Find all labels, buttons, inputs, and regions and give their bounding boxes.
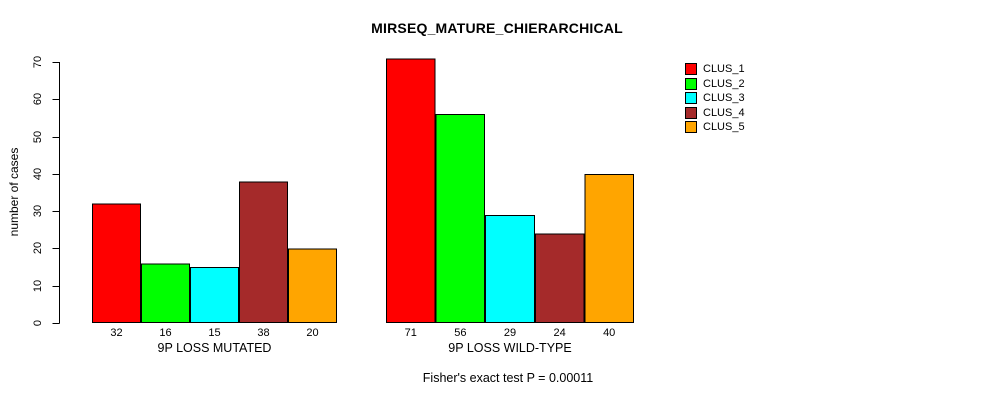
legend-item-clus_1: CLUS_1 [685,63,745,75]
legend: CLUS_1 CLUS_2 CLUS_3 CLUS_4 CLUS_5 [685,63,745,136]
y-tick-label-50: 50 [32,130,44,143]
legend-item-clus_3: CLUS_3 [685,92,745,105]
bar-clus_4-group0 [239,181,288,323]
legend-label-clus_1: CLUS_1 [703,63,745,75]
y-tick-label-0: 0 [32,319,44,327]
bar-clus_1-group1 [386,58,436,324]
legend-swatch-clus_3 [685,92,697,105]
legend-item-clus_5: CLUS_5 [685,121,745,134]
bar-value-clus_2-group1: 56 [454,327,467,339]
legend-swatch-clus_5 [685,121,697,134]
y-tick-label-10: 10 [32,279,44,292]
bar-clus_3-group1 [485,214,535,323]
y-tick-label-40: 40 [32,167,44,180]
x-group-label-mutated: 9P LOSS MUTATED [157,341,272,355]
y-tick-label-30: 30 [32,205,44,218]
bar-clus_2-group1 [435,114,486,323]
legend-swatch-clus_2 [685,77,697,90]
bar-clus_5-group0 [288,248,337,323]
legend-item-clus_4: CLUS_4 [685,106,745,119]
chart-title: MIRSEQ_MATURE_CHIERARCHICAL [371,20,623,36]
y-tick-label-70: 70 [32,55,44,69]
bar-clus_1-group0 [92,203,141,323]
legend-item-clus_2: CLUS_2 [685,77,745,90]
bar-value-clus_4-group1: 24 [553,327,566,339]
bar-clus_4-group1 [534,233,585,323]
y-tick-label-60: 60 [32,93,44,106]
legend-label-clus_5: CLUS_5 [703,121,745,134]
bar-clus_3-group0 [190,267,239,324]
bar-value-clus_3-group0: 15 [208,327,221,339]
bar-value-clus_4-group0: 38 [257,327,270,339]
bar-value-clus_1-group0: 32 [110,327,123,339]
annotation-text: Fisher's exact test P = 0.00011 [422,371,594,385]
legend-swatch-clus_1 [685,63,697,75]
legend-swatch-clus_4 [685,106,697,119]
legend-label-clus_2: CLUS_2 [703,77,745,90]
bar-clus_5-group1 [584,173,635,323]
x-group-label-wild-type: 9P LOSS WILD-TYPE [448,341,572,355]
legend-label-clus_4: CLUS_4 [703,106,745,119]
bar-value-clus_2-group0: 16 [159,327,172,339]
bar-value-clus_5-group0: 20 [306,327,319,339]
bar-clus_2-group0 [141,263,190,323]
bar-value-clus_5-group1: 40 [603,327,616,339]
bar-value-clus_3-group1: 29 [503,327,517,339]
y-tick-label-20: 20 [32,242,44,255]
legend-label-clus_3: CLUS_3 [703,92,745,105]
bar-value-clus_1-group1: 71 [404,327,417,339]
